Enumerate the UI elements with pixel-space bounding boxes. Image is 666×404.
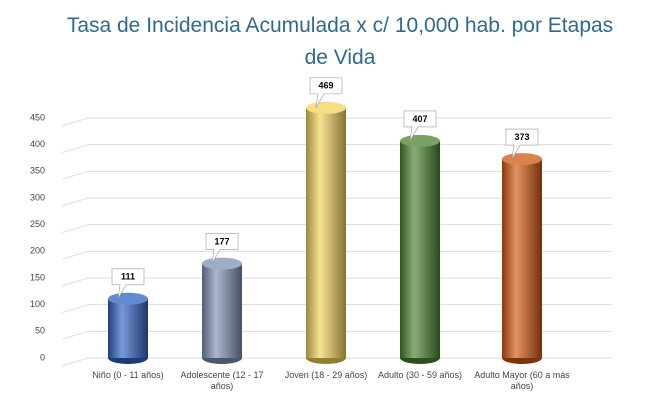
y-tick-label: 300 — [30, 192, 45, 202]
label-callout — [205, 233, 239, 264]
label-callout — [505, 128, 539, 160]
label-callout — [309, 77, 343, 109]
y-tick-label: 50 — [35, 326, 45, 336]
data-label: 407 — [412, 114, 427, 124]
y-tick-label: 100 — [30, 299, 45, 309]
bar-top — [108, 292, 148, 305]
y-tick-label: 450 — [30, 112, 45, 122]
data-label: 111 — [121, 272, 135, 282]
y-tick-label: 0 — [40, 352, 45, 362]
bar — [202, 263, 242, 358]
y-tick-label: 400 — [30, 139, 45, 149]
grid-line — [61, 330, 89, 340]
grid-line — [61, 144, 89, 154]
bar — [306, 107, 346, 358]
bar — [502, 159, 542, 358]
data-label: 177 — [214, 236, 229, 246]
grid-line — [61, 170, 89, 180]
grid-line — [61, 304, 89, 314]
label-callout — [403, 110, 437, 142]
bar — [108, 298, 148, 358]
bar-top — [202, 257, 242, 270]
x-tick-label: Joven (18 - 29 años) — [284, 370, 368, 380]
y-tick-label: 150 — [30, 272, 45, 282]
y-tick-label: 250 — [30, 219, 45, 229]
grid-line — [61, 277, 89, 287]
grid-line — [61, 224, 89, 234]
bar-top — [400, 134, 440, 147]
bar-top — [306, 101, 346, 114]
y-tick-label: 200 — [30, 246, 45, 256]
grid-line — [61, 250, 89, 260]
data-label: 373 — [514, 132, 529, 142]
grid-line — [61, 357, 89, 367]
bar — [400, 140, 440, 358]
y-tick-label: 350 — [30, 166, 45, 176]
x-tick-label: Adolescente (12 - 17 años) — [180, 370, 264, 391]
data-label: 469 — [318, 81, 333, 91]
x-tick-label: Niño (0 - 11 años) — [92, 370, 164, 380]
x-tick-label: Adulto (30 - 59 años) — [377, 370, 463, 380]
label-callout — [111, 268, 145, 299]
chart-title: Tasa de Incidencia Acumulada x c/ 10,000… — [66, 14, 614, 69]
x-tick-label: Adulto Mayor (60 a más años) — [474, 370, 570, 391]
grid-line — [61, 117, 89, 127]
bar-top — [502, 153, 542, 166]
grid-line — [61, 197, 89, 207]
